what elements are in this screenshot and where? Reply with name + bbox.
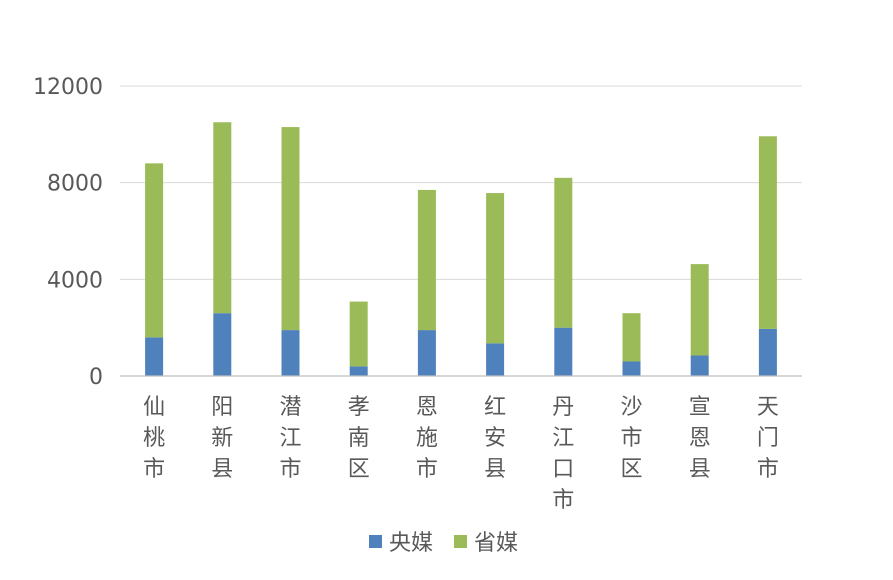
y-tick-label: 12000: [33, 75, 103, 100]
bar-provincial-media: [213, 122, 232, 314]
bar-provincial-media: [554, 177, 573, 328]
x-tick-label: 丹江口市: [552, 395, 574, 513]
y-tick-label: 8000: [47, 172, 103, 197]
x-tick-label: 仙桃市: [143, 395, 165, 482]
bar-central-media: [758, 328, 777, 376]
legend-swatch: [454, 535, 467, 548]
bar-central-media: [417, 330, 436, 376]
x-tick-label: 阳新县: [211, 395, 233, 482]
bar-provincial-media: [281, 127, 300, 331]
bar-provincial-media: [349, 301, 368, 367]
legend-label: 央媒: [389, 531, 433, 556]
legend-swatch: [369, 535, 382, 548]
bars: [145, 122, 777, 376]
legend: 央媒 省媒: [369, 531, 518, 556]
y-tick-label: 0: [89, 365, 103, 390]
bar-provincial-media: [758, 136, 777, 329]
bar-central-media: [554, 327, 573, 376]
x-tick-label: 宣恩县: [689, 395, 711, 482]
bar-provincial-media: [417, 189, 436, 331]
bar-provincial-media: [622, 313, 641, 362]
bar-provincial-media: [486, 193, 505, 344]
y-tick-label: 4000: [47, 268, 103, 293]
bar-central-media: [349, 366, 368, 376]
x-tick-label: 孝南区: [348, 395, 370, 482]
y-axis: 0 4000 8000 12000: [33, 75, 103, 390]
x-tick-label: 天门市: [757, 395, 779, 482]
bar-central-media: [281, 330, 300, 376]
gridlines: [120, 85, 802, 280]
x-axis: 仙桃市 阳新县 潜江市 孝南区 恩施市 红安县 丹江口市 沙市区 宣恩县 天门市: [120, 375, 802, 513]
x-tick-label: 潜江市: [279, 395, 301, 482]
bar-provincial-media: [690, 264, 709, 356]
bar-central-media: [622, 361, 641, 376]
x-tick-label: 恩施市: [416, 395, 438, 482]
bar-central-media: [213, 313, 232, 376]
bar-central-media: [690, 355, 709, 376]
bar-central-media: [145, 337, 164, 376]
bar-provincial-media: [145, 163, 164, 338]
legend-label: 省媒: [474, 531, 518, 556]
x-tick-label: 红安县: [484, 395, 506, 482]
x-tick-label: 沙市区: [620, 395, 642, 482]
bar-central-media: [486, 343, 505, 376]
